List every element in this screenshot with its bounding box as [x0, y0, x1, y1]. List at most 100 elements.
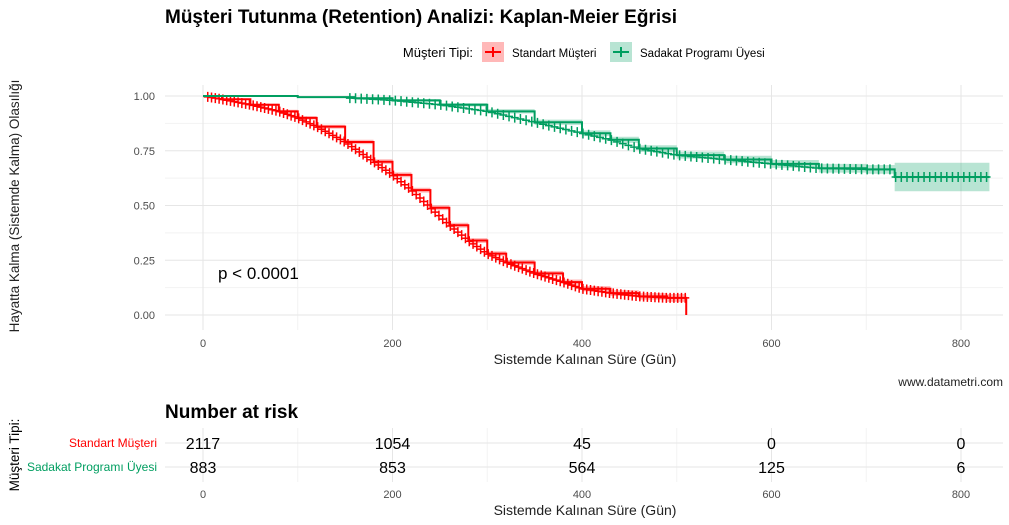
censor-mark: [618, 138, 627, 149]
censor-mark: [448, 101, 457, 112]
censor-mark: [539, 119, 548, 130]
censor-mark: [561, 124, 570, 135]
censor-mark: [641, 144, 650, 155]
censor-mark: [544, 272, 553, 283]
x-tick-label: 800: [952, 338, 970, 350]
censor-mark: [537, 270, 546, 281]
censor-mark: [476, 105, 485, 116]
censor-mark: [571, 281, 580, 292]
censor-mark: [442, 100, 451, 111]
censor-mark: [264, 103, 273, 114]
censor-mark: [370, 157, 379, 168]
censor-mark: [506, 259, 515, 270]
censor-mark: [321, 126, 330, 137]
risk-x-tick-label: 200: [383, 489, 401, 501]
censor-mark: [332, 132, 341, 143]
censor-mark: [491, 252, 500, 263]
x-tick-label: 600: [762, 338, 780, 350]
censor-mark: [253, 101, 262, 112]
censor-mark: [249, 100, 258, 111]
legend-label: Standart Müşteri: [512, 48, 596, 60]
censor-mark: [658, 147, 667, 158]
censor-mark: [260, 103, 269, 114]
censor-mark: [309, 120, 318, 131]
censor-mark: [283, 109, 292, 120]
censor-mark: [499, 256, 508, 267]
censor-mark: [652, 146, 661, 157]
x-tick-label: 200: [383, 338, 401, 350]
censor-mark: [516, 113, 525, 124]
censor-mark: [487, 107, 496, 118]
risk-value: 2117: [186, 436, 221, 453]
censor-mark: [493, 108, 502, 119]
risk-row-label: Standart Müşteri: [69, 436, 157, 450]
chart-title: Müşteri Tutunma (Retention) Analizi: Kap…: [165, 7, 677, 28]
y-axis-label: Hayatta Kalma (Sistemde Kalma) Olasılığı: [7, 80, 22, 333]
risk-value: 883: [190, 460, 217, 477]
censor-mark: [436, 99, 445, 110]
censor-mark: [635, 143, 644, 154]
censor-mark: [287, 110, 296, 121]
censor-mark: [522, 115, 531, 126]
legend: Müşteri Tipi: Standart Müşteri Sadakat Pr…: [403, 42, 765, 62]
censor-mark: [550, 121, 559, 132]
censor-mark: [459, 103, 468, 114]
censor-mark: [487, 250, 496, 261]
censor-mark: [378, 162, 387, 173]
censor-mark: [573, 127, 582, 138]
censor-mark: [559, 277, 568, 288]
censor-mark: [472, 241, 481, 252]
censor-mark: [584, 129, 593, 140]
censor-mark: [351, 144, 360, 155]
censor-mark: [630, 142, 639, 153]
censor-mark: [470, 104, 479, 115]
y-tick-label: 0.75: [134, 146, 155, 158]
censor-mark: [533, 269, 542, 280]
censor-mark: [306, 118, 315, 129]
risk-row-label: Sadakat Programı Üyesi: [27, 460, 157, 474]
censor-mark: [328, 130, 337, 141]
censor-mark: [510, 260, 519, 271]
censor-mark: [336, 134, 345, 145]
risk-value: 564: [569, 460, 596, 477]
censor-mark: [613, 136, 622, 147]
censor-mark: [317, 124, 326, 135]
censor-mark: [664, 148, 673, 159]
risk-value: 6: [957, 460, 966, 477]
risk-table-ylabel: Müşteri Tipi:: [7, 419, 22, 492]
censor-mark: [355, 146, 364, 157]
legend-label: Sadakat Programı Üyesi: [640, 48, 765, 60]
legend-title: Müşteri Tipi:: [403, 45, 473, 60]
censor-mark: [552, 275, 561, 286]
censor-mark: [313, 122, 322, 133]
risk-value: 45: [573, 436, 591, 453]
risk-value: 853: [379, 460, 406, 477]
censor-mark: [590, 131, 599, 142]
x-axis-label: Sistemde Kalınan Süre (Gün): [494, 351, 677, 367]
censor-mark: [556, 276, 565, 287]
censor-mark: [596, 132, 605, 143]
censor-mark: [601, 133, 610, 144]
y-tick-label: 0.25: [134, 255, 155, 267]
censor-mark: [533, 117, 542, 128]
censor-mark: [245, 99, 254, 110]
censor-mark: [294, 113, 303, 124]
x-tick-label: 0: [200, 338, 206, 350]
censor-mark: [607, 135, 616, 146]
risk-table-xlabel: Sistemde Kalınan Süre (Gün): [494, 502, 677, 518]
censor-mark: [578, 128, 587, 139]
censor-mark: [279, 107, 288, 118]
censor-mark: [480, 246, 489, 257]
censor-mark: [482, 106, 491, 117]
risk-x-tick-label: 800: [952, 489, 970, 501]
censor-mark: [624, 140, 633, 151]
censor-mark: [527, 116, 536, 127]
y-tick-label: 0.00: [134, 310, 155, 322]
risk-value: 0: [767, 436, 776, 453]
censor-mark: [453, 102, 462, 113]
censor-mark: [510, 112, 519, 123]
censor-mark: [567, 125, 576, 136]
censor-mark: [575, 282, 584, 293]
censor-mark: [290, 111, 299, 122]
